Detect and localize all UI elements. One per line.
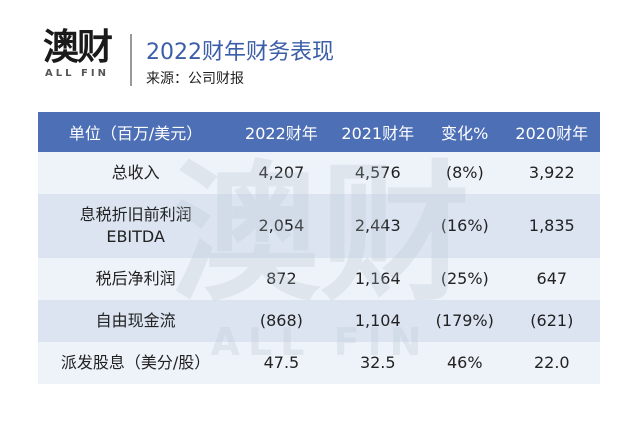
column-header: 单位（百万/美元）: [38, 112, 234, 152]
logo-mark: 澳财: [42, 27, 113, 68]
table-cell: 2,443: [329, 194, 426, 258]
table-cell: 647: [503, 258, 600, 300]
table-cell: (621): [503, 300, 600, 342]
column-header: 2021财年: [329, 112, 426, 152]
title: 2022财年财务表现: [146, 40, 334, 65]
row-label-line: 总收入: [111, 163, 160, 182]
table-cell: 1,104: [329, 300, 426, 342]
table-row: 税后净利润 872 1,164 (25%) 647: [38, 258, 600, 300]
table-cell: (179%): [425, 300, 504, 342]
row-label-line: EBITDA: [106, 227, 165, 246]
row-label-line: 派发股息（美分/股）: [60, 353, 211, 372]
column-header: 2020财年: [503, 112, 600, 152]
column-header: 变化%: [425, 112, 504, 152]
row-label-line: 息税折旧前利润: [79, 205, 192, 224]
table-cell: (16%): [425, 194, 504, 258]
table-cell: (8%): [425, 152, 504, 194]
table-cell: (25%): [425, 258, 504, 300]
table-cell: 2,054: [233, 194, 330, 258]
table-cell: 1,835: [503, 194, 600, 258]
row-label: 自由现金流: [38, 300, 234, 342]
table: 单位（百万/美元） 2022财年 2021财年 变化% 2020财年 总收入 4,207 4…: [38, 112, 600, 384]
table-cell: 46%: [425, 342, 504, 384]
table-cell: 32.5: [329, 342, 426, 384]
table-cell: 47.5: [233, 342, 330, 384]
table-row: 总收入 4,207 4,576 (8%) 3,922: [38, 152, 600, 194]
separator: [130, 34, 132, 86]
source: 来源：公司财报: [146, 71, 244, 87]
row-label-line: 税后净利润: [95, 269, 176, 288]
row-label: 税后净利润: [38, 258, 234, 300]
table-row: 自由现金流 (868) 1,104 (179%) (621): [38, 300, 600, 342]
row-label-line: 自由现金流: [95, 311, 176, 330]
table-cell: 872: [233, 258, 330, 300]
row-label: 总收入: [38, 152, 234, 194]
table-cell: 3,922: [503, 152, 600, 194]
table-row: 息税折旧前利润 EBITDA 2,054 2,443 (16%) 1,835: [38, 194, 600, 258]
header-row: 单位（百万/美元） 2022财年 2021财年 变化% 2020财年: [38, 112, 600, 152]
table-cell: 4,576: [329, 152, 426, 194]
table-cell: 1,164: [329, 258, 426, 300]
table-cell: 22.0: [503, 342, 600, 384]
row-label: 息税折旧前利润 EBITDA: [38, 194, 234, 258]
logo: 澳财 ALL FIN: [34, 27, 120, 80]
table-body: 总收入 4,207 4,576 (8%) 3,922 息税折旧前利润 EBITDA 2,054…: [38, 152, 600, 384]
table-row: 派发股息（美分/股） 47.5 32.5 46% 22.0: [38, 342, 600, 384]
table-cell: (868): [233, 300, 330, 342]
table-cell: 4,207: [233, 152, 330, 194]
column-header: 2022财年: [233, 112, 330, 152]
logo-sub: ALL FIN: [45, 68, 109, 79]
row-label: 派发股息（美分/股）: [38, 342, 234, 384]
